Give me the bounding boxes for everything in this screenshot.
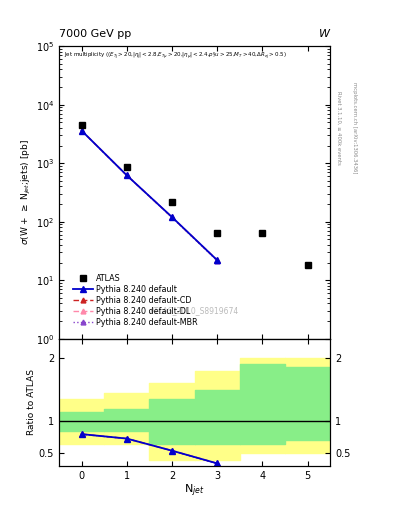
Text: Rivet 3.1.10, ≥ 400k events: Rivet 3.1.10, ≥ 400k events <box>336 91 341 165</box>
Pythia 8.240 default-MBR <box>79 127 84 134</box>
ATLAS <box>215 229 219 236</box>
Pythia 8.240 default-DL <box>170 214 174 220</box>
ATLAS <box>260 229 265 236</box>
Y-axis label: Ratio to ATLAS: Ratio to ATLAS <box>27 369 36 435</box>
Pythia 8.240 default <box>170 214 174 220</box>
Pythia 8.240 default-MBR <box>125 172 129 178</box>
Pythia 8.240 default <box>215 257 219 263</box>
Y-axis label: $\sigma$(W + $\geq$ N$_{jet}$;jets) [pb]: $\sigma$(W + $\geq$ N$_{jet}$;jets) [pb] <box>20 139 33 245</box>
Text: 7000 GeV pp: 7000 GeV pp <box>59 29 131 39</box>
Line: Pythia 8.240 default-DL: Pythia 8.240 default-DL <box>79 128 220 263</box>
ATLAS <box>79 122 84 128</box>
Line: Pythia 8.240 default-MBR: Pythia 8.240 default-MBR <box>79 129 220 263</box>
Text: Jet multiplicity (($E_{Tj}>$20,$|\eta_j|<$2.8,$E_{T\mu}>$20,$|\eta_\mu|<$2.4,$p_: Jet multiplicity (($E_{Tj}>$20,$|\eta_j|… <box>64 51 287 60</box>
Legend: ATLAS, Pythia 8.240 default, Pythia 8.240 default-CD, Pythia 8.240 default-DL, P: ATLAS, Pythia 8.240 default, Pythia 8.24… <box>71 272 199 329</box>
Pythia 8.240 default-CD <box>215 257 219 263</box>
Pythia 8.240 default-CD <box>125 172 129 178</box>
Text: ATLAS_2010_S8919674: ATLAS_2010_S8919674 <box>150 306 239 315</box>
Line: Pythia 8.240 default-CD: Pythia 8.240 default-CD <box>79 128 220 263</box>
Text: mcplots.cern.ch [arXiv:1306.3436]: mcplots.cern.ch [arXiv:1306.3436] <box>352 82 357 174</box>
Pythia 8.240 default-CD <box>170 214 174 220</box>
Pythia 8.240 default-DL <box>79 127 84 134</box>
ATLAS <box>170 199 174 205</box>
Pythia 8.240 default <box>125 172 129 178</box>
X-axis label: N$_{jet}$: N$_{jet}$ <box>184 482 205 499</box>
Pythia 8.240 default-CD <box>79 127 84 134</box>
ATLAS <box>125 164 129 170</box>
Pythia 8.240 default-MBR <box>170 215 174 221</box>
Pythia 8.240 default-DL <box>125 172 129 178</box>
Text: W: W <box>319 29 330 39</box>
ATLAS <box>305 262 310 268</box>
Line: ATLAS: ATLAS <box>78 121 311 269</box>
Pythia 8.240 default-DL <box>215 257 219 263</box>
Pythia 8.240 default <box>79 127 84 134</box>
Line: Pythia 8.240 default: Pythia 8.240 default <box>79 128 220 263</box>
Pythia 8.240 default-MBR <box>215 258 219 264</box>
